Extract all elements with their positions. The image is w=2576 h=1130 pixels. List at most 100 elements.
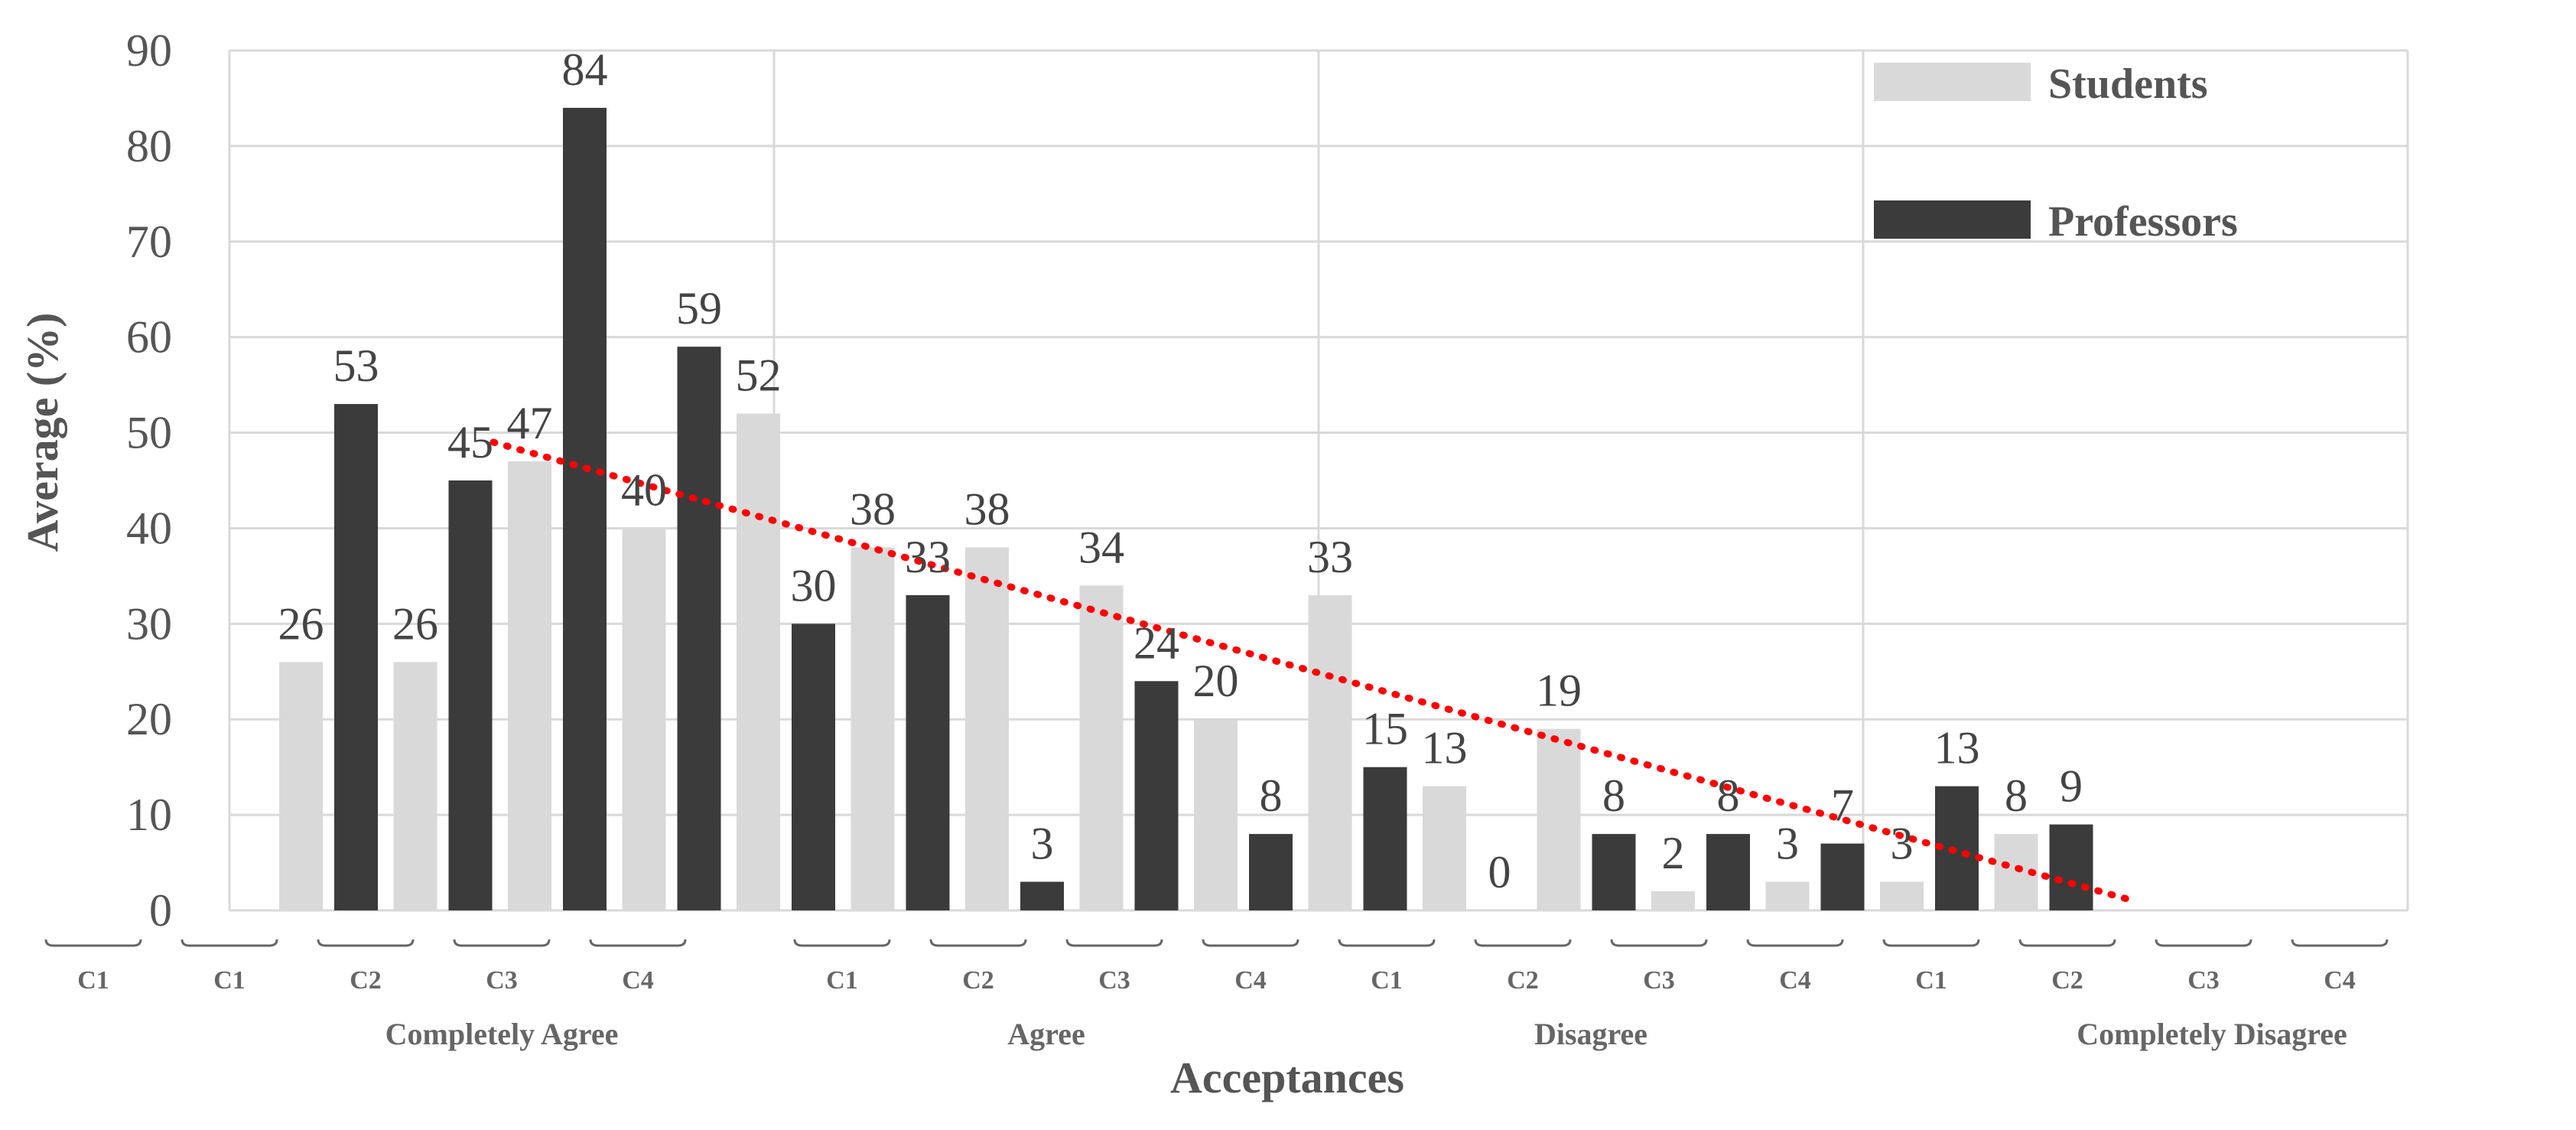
data-label-students: 26	[392, 598, 438, 649]
category-bracket	[793, 939, 891, 947]
bar-professors	[2049, 824, 2093, 910]
category-label: C1	[77, 966, 109, 995]
data-label-students: 26	[278, 598, 324, 649]
bar-students	[1194, 719, 1238, 910]
category-bracket	[1610, 939, 1708, 947]
category-label: C1	[826, 966, 858, 995]
bar-professors	[1249, 834, 1293, 910]
data-label-students: 8	[2005, 770, 2028, 821]
category-bracket	[317, 939, 415, 947]
bar-students	[279, 662, 323, 910]
data-label-professors: 53	[333, 340, 379, 391]
category-bracket	[1746, 939, 1844, 947]
bar-professors	[677, 347, 721, 911]
bar-students	[1537, 728, 1581, 910]
group-label: Disagree	[1534, 1017, 1647, 1051]
data-label-professors: 9	[2060, 761, 2083, 812]
data-label-professors: 84	[562, 44, 608, 95]
data-label-students: 19	[1536, 666, 1582, 716]
data-label-students: 3	[1776, 819, 1799, 869]
data-label-students: 40	[621, 464, 667, 515]
data-label-professors: 24	[1134, 617, 1179, 668]
bar-professors	[792, 624, 835, 910]
data-label-professors: 45	[447, 417, 493, 467]
bar-students	[737, 413, 780, 910]
y-axis-ticks: 0 10 20 30 40 50 60 70 80 90	[126, 25, 172, 936]
category-label: C2	[2051, 966, 2083, 995]
category-bracket	[2018, 939, 2116, 947]
category-bracket	[453, 939, 551, 947]
group-label: Completely Disagree	[2077, 1017, 2347, 1051]
bar-students	[622, 528, 666, 910]
category-bracket	[589, 939, 687, 947]
category-label: C4	[1779, 966, 1811, 995]
category-label: C2	[962, 966, 994, 995]
category-label: C3	[486, 966, 518, 995]
category-label: C3	[2187, 966, 2220, 995]
category-bracket	[2291, 939, 2389, 947]
y-tick-label: 80	[126, 121, 172, 171]
category-label: C3	[1098, 966, 1130, 995]
category-bracket	[1474, 939, 1572, 947]
category-bracket	[2155, 939, 2252, 947]
category-label: C2	[350, 966, 382, 995]
bar-professors	[334, 404, 378, 910]
category-label: C4	[1234, 966, 1267, 995]
trendline	[490, 438, 2138, 905]
data-label-professors: 7	[1831, 780, 1854, 831]
y-axis-title: Average (%)	[18, 313, 67, 552]
y-tick-label: 40	[126, 503, 172, 553]
data-label-students: 38	[850, 484, 896, 534]
category-label: C1	[213, 966, 246, 995]
bar-professors	[1820, 843, 1865, 910]
y-tick-label: 90	[126, 25, 172, 76]
data-label-students: 2	[1662, 828, 1685, 878]
data-label-professors: 13	[1934, 723, 1980, 773]
bar-professors	[1134, 681, 1179, 910]
group-label: Completely Agree	[385, 1017, 619, 1051]
legend-label-students: Students	[2048, 60, 2208, 108]
category-bracket	[44, 939, 142, 947]
y-tick-label: 30	[126, 598, 172, 649]
data-label-professors: 8	[1602, 770, 1625, 821]
category-bracket	[1065, 939, 1163, 947]
category-label: C1	[1915, 966, 1947, 995]
data-label-professors: 59	[676, 283, 722, 334]
category-label: C1	[1371, 966, 1403, 995]
data-label-professors: 8	[1260, 770, 1283, 821]
category-bracket	[181, 939, 278, 947]
category-bracket	[1882, 939, 1980, 947]
data-label-students: 34	[1078, 522, 1124, 572]
category-bracket	[929, 939, 1027, 947]
data-label-students: 47	[507, 398, 553, 448]
x-axis-title: Acceptances	[1170, 1053, 1404, 1102]
legend-label-professors: Professors	[2048, 198, 2238, 246]
bar-students	[1308, 594, 1352, 910]
y-tick-label: 70	[126, 217, 172, 267]
bar-professors	[906, 594, 950, 910]
y-tick-label: 10	[126, 790, 172, 840]
category-label: C4	[2324, 966, 2356, 995]
data-label-students: 33	[1307, 532, 1353, 582]
data-label-professors: 3	[1031, 819, 1054, 869]
bar-professors	[448, 480, 493, 910]
data-label-students: 52	[736, 350, 782, 401]
bar-professors	[1592, 834, 1636, 910]
bar-students	[393, 662, 437, 910]
bar-professors	[563, 107, 607, 910]
category-label: C2	[1507, 966, 1539, 995]
category-label: C3	[1643, 966, 1675, 995]
data-label-professors: 33	[905, 532, 951, 582]
legend-swatch-students	[1874, 63, 2031, 101]
y-tick-label: 60	[126, 312, 172, 363]
bars	[279, 107, 2093, 911]
data-label-professors: 8	[1717, 770, 1740, 821]
bar-professors	[1706, 834, 1750, 910]
data-label-students: 3	[1891, 819, 1914, 869]
legend-swatch-professors	[1874, 200, 2031, 239]
bar-professors	[1020, 881, 1064, 910]
bar-professors	[1363, 767, 1407, 910]
